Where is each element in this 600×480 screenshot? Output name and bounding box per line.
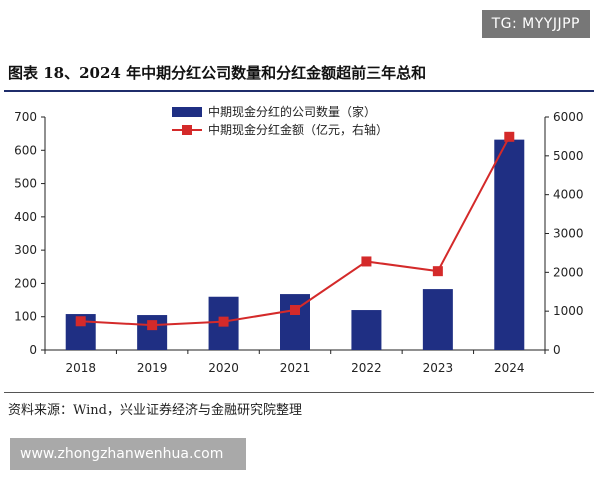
amount-point xyxy=(147,320,158,331)
left-tick-label: 400 xyxy=(14,210,37,224)
site-watermark: www.zhongzhanwenhua.com xyxy=(10,438,246,470)
x-tick-label: 2024 xyxy=(494,361,525,375)
bar xyxy=(351,310,382,350)
x-tick-label: 2023 xyxy=(423,361,454,375)
source-note: 资料来源：Wind，兴业证券经济与金融研究院整理 xyxy=(8,403,302,418)
x-tick-label: 2019 xyxy=(137,361,168,375)
x-tick-label: 2022 xyxy=(351,361,382,375)
amount-point xyxy=(290,305,300,316)
right-tick-label: 4000 xyxy=(553,188,584,202)
left-tick-label: 600 xyxy=(14,143,37,157)
x-tick-label: 2021 xyxy=(280,361,311,375)
source-divider xyxy=(4,392,594,393)
title-divider xyxy=(4,90,594,92)
tg-watermark-badge: TG: MYYJJPP xyxy=(481,10,590,38)
amount-point xyxy=(218,316,229,327)
left-tick-label: 500 xyxy=(14,177,37,191)
x-tick-label: 2018 xyxy=(65,361,96,375)
left-tick-label: 300 xyxy=(14,243,37,257)
amount-point xyxy=(75,316,86,327)
left-tick-label: 200 xyxy=(14,276,37,290)
legend-line-label: 中期现金分红金额（亿元，右轴） xyxy=(208,122,388,137)
bar xyxy=(494,139,525,350)
legend-line-marker xyxy=(182,125,192,135)
amount-point xyxy=(432,266,443,277)
right-tick-label: 3000 xyxy=(553,227,584,241)
left-tick-label: 0 xyxy=(29,343,37,357)
left-tick-label: 700 xyxy=(14,110,37,124)
legend-bar-swatch xyxy=(172,107,202,117)
bar xyxy=(422,289,453,350)
right-tick-label: 5000 xyxy=(553,149,584,163)
right-tick-label: 2000 xyxy=(553,265,584,279)
amount-point xyxy=(504,131,515,142)
right-tick-label: 6000 xyxy=(553,110,584,124)
x-tick-label: 2020 xyxy=(208,361,239,375)
right-tick-label: 0 xyxy=(553,343,561,357)
right-tick-label: 1000 xyxy=(553,304,584,318)
chart-title: 图表 18、2024 年中期分红公司数量和分红金额超前三年总和 xyxy=(8,64,427,82)
legend-bar-label: 中期现金分红的公司数量（家） xyxy=(208,104,376,119)
amount-point xyxy=(361,256,372,267)
left-tick-label: 100 xyxy=(14,310,37,324)
